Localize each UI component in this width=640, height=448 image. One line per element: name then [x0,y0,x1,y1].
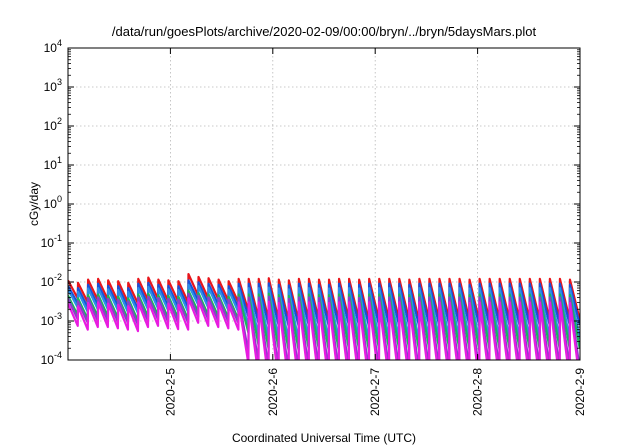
y-tick-label: 102 [44,116,62,133]
y-tick-label: 101 [44,155,62,172]
series-line [68,279,580,327]
ticks: 10-4 10-3 10-2 10-1 100 101 102 103 104 2020-2-5 2… [41,38,587,416]
series-group [68,272,580,360]
series-line [68,297,579,360]
y-tick-label: 100 [44,194,62,211]
series-line [68,283,580,343]
x-axis-label: Coordinated Universal Time (UTC) [232,431,416,445]
x-tick-label: 2020-2-8 [471,368,485,416]
chart-title: /data/run/goesPlots/archive/2020-02-09/0… [112,24,537,39]
x-tick-label: 2020-2-9 [573,368,587,416]
y-tick-label: 10-1 [41,233,62,250]
y-tick-label: 10-4 [41,350,62,367]
y-tick-label: 10-3 [41,311,62,328]
y-tick-label: 104 [44,38,62,55]
x-tick-label: 2020-2-5 [163,368,177,416]
y-tick-label: 10-2 [41,272,62,289]
x-tick-label: 2020-2-7 [368,368,382,416]
y-axis-label: cGy/day [27,182,41,226]
y-tick-label: 103 [44,77,62,94]
series-line [68,272,580,323]
x-tick-label: 2020-2-6 [266,368,280,416]
